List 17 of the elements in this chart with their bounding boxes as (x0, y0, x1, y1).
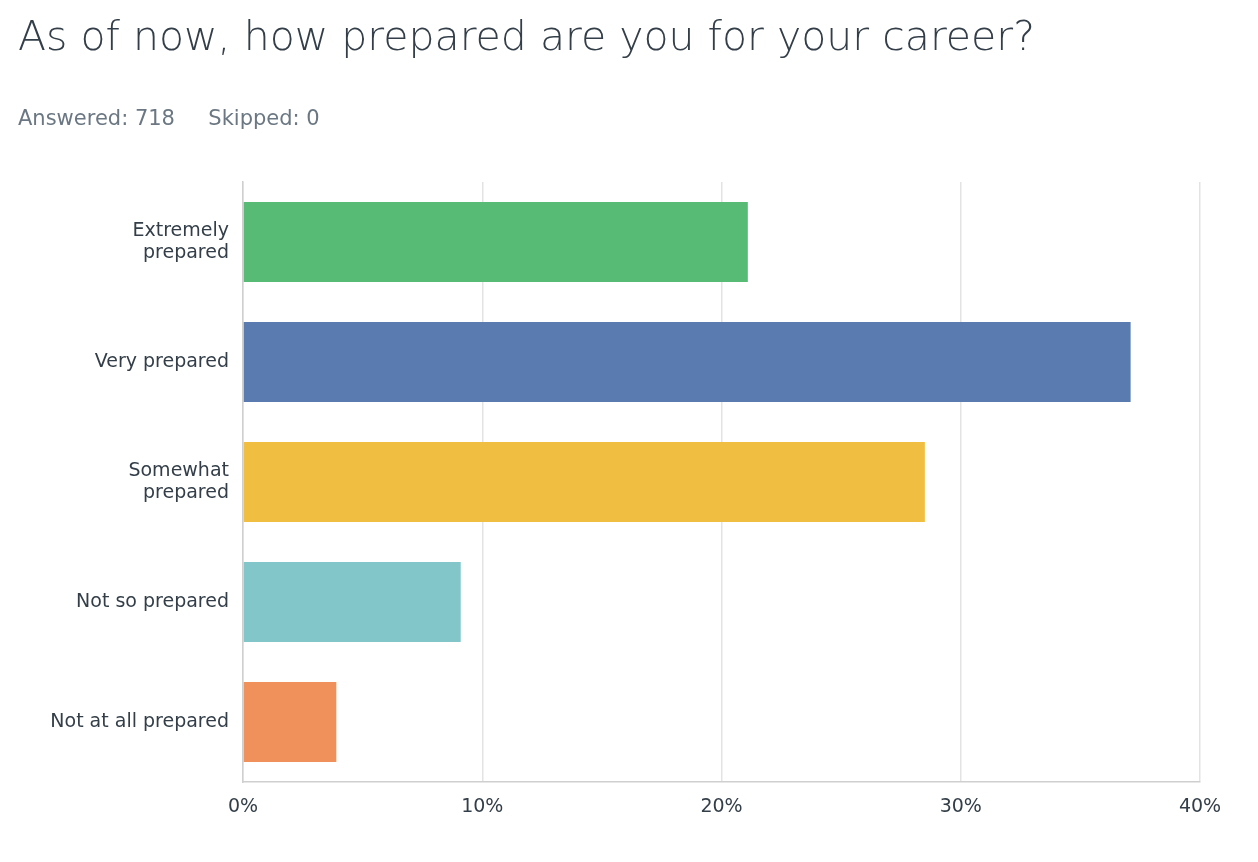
y-tick-label: Somewhat prepared (128, 457, 229, 503)
x-tick-label: 0% (227, 794, 259, 817)
x-tick-label: 40% (1178, 794, 1222, 817)
x-tick-label: 30% (939, 794, 982, 817)
y-tick-label: Not at all prepared (50, 708, 229, 731)
bar (243, 441, 925, 523)
y-tick-label: Not so prepared (76, 588, 229, 611)
y-tick-label: Extremely prepared (132, 217, 229, 263)
bar (243, 321, 1131, 403)
chart-title: As of now, how prepared are you for your career? (18, 12, 1035, 60)
y-tick-label: Very prepared (94, 348, 229, 371)
bar (243, 681, 337, 763)
bar (243, 561, 461, 643)
chart-subtitle: Answered: 718 Skipped: 0 (18, 106, 320, 130)
x-tick-label: 20% (700, 794, 743, 817)
x-tick-label: 10% (461, 794, 504, 817)
bar (243, 201, 748, 283)
